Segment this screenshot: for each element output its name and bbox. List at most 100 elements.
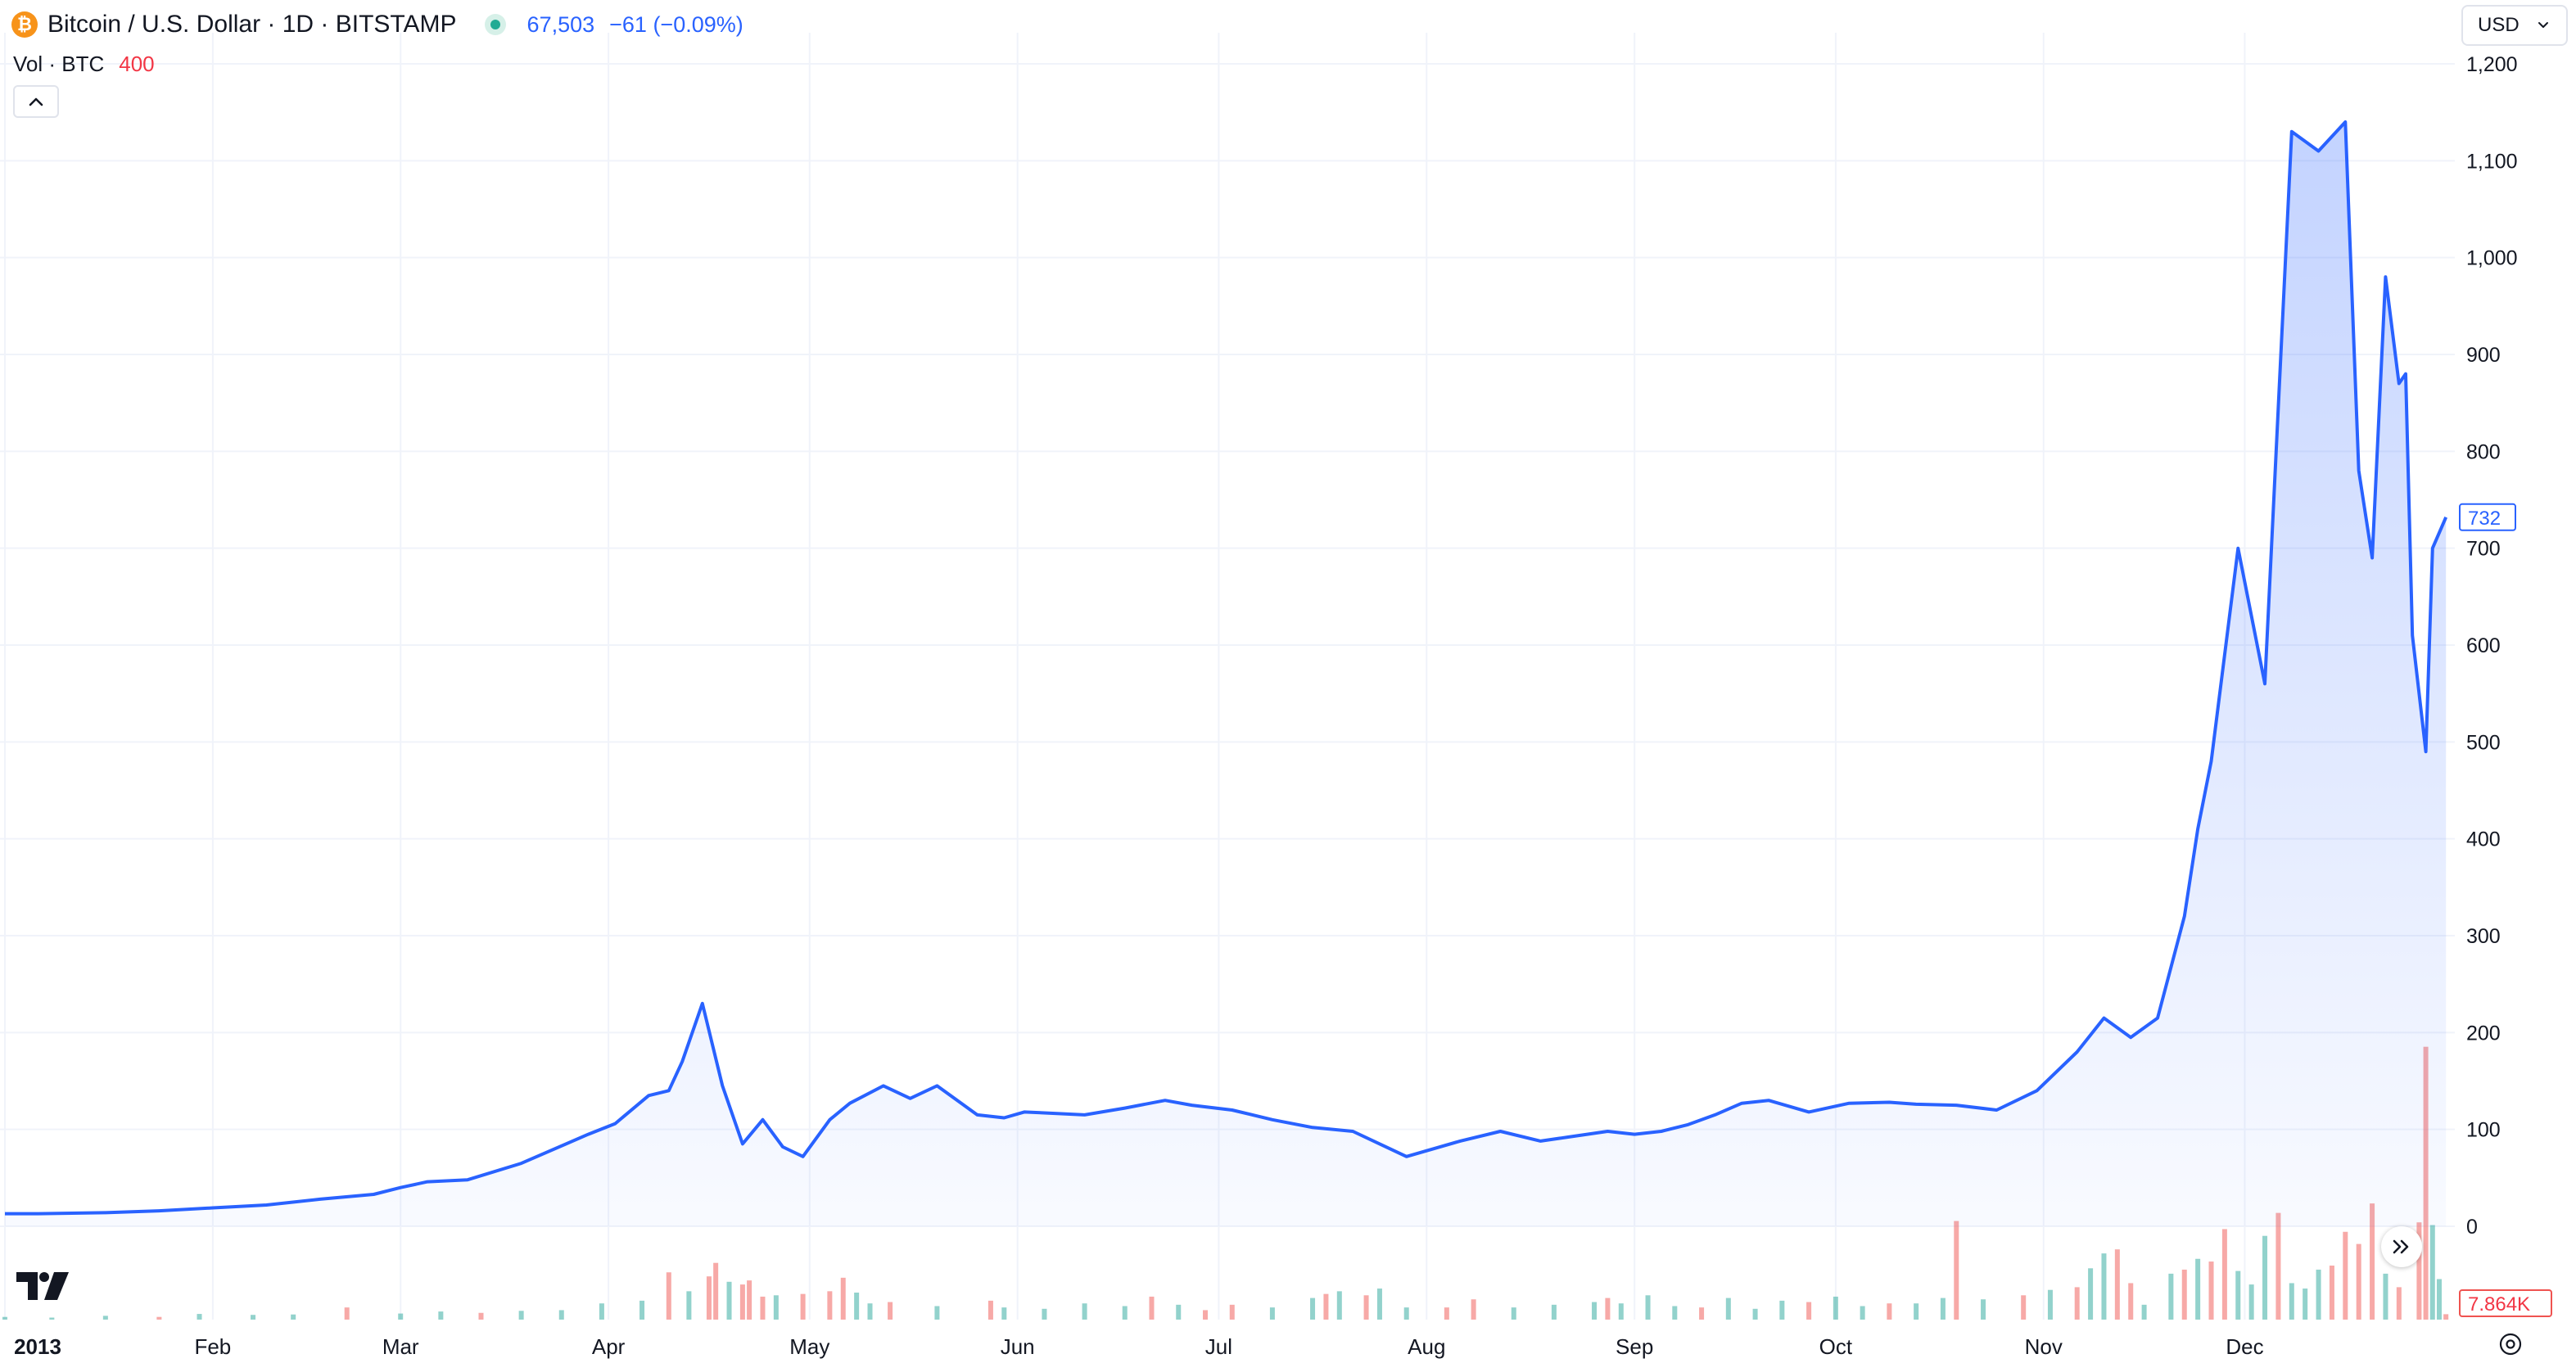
tradingview-logo[interactable]: [16, 1272, 70, 1302]
volume-bar: [713, 1262, 719, 1320]
volume-bar: [867, 1303, 873, 1320]
price-tick-label: 1,200: [2466, 53, 2518, 76]
price-line: [5, 120, 2448, 1216]
volume-bar: [1001, 1307, 1007, 1320]
volume-bar: [1806, 1302, 1812, 1320]
price-axis[interactable]: 1,200 1,100 1,000 900 800 700 600 500 400 300 200 1…: [2466, 53, 2518, 1239]
volume-bar: [2021, 1295, 2027, 1320]
volume-bar: [2248, 1284, 2254, 1320]
time-tick-label: Apr: [592, 1334, 626, 1359]
volume-bar: [1981, 1299, 1986, 1320]
volume-bar: [1645, 1295, 1651, 1320]
volume-bar: [518, 1311, 524, 1320]
volume-bar: [1269, 1307, 1275, 1320]
symbol-legend[interactable]: ₿ Bitcoin / U.S. Dollar · 1D · BITSTAMP …: [11, 8, 743, 41]
volume-bar: [2356, 1243, 2361, 1320]
volume-bar: [2316, 1269, 2321, 1320]
time-tick-label: May: [789, 1334, 829, 1359]
volume-bar: [739, 1284, 745, 1320]
volume-bar: [1860, 1306, 1865, 1320]
volume-bar: [1954, 1221, 1959, 1320]
volume-bar: [800, 1293, 806, 1320]
time-tick-label: Feb: [194, 1334, 231, 1359]
volume-bar: [2443, 1314, 2449, 1320]
time-tick-label: Mar: [382, 1334, 419, 1359]
volume-bar: [2436, 1279, 2442, 1320]
volume-bar: [2088, 1268, 2094, 1320]
volume-bar: [2195, 1258, 2201, 1320]
volume-bar: [1833, 1296, 1838, 1320]
volume-bar: [2303, 1289, 2308, 1320]
volume-bar: [1511, 1307, 1516, 1320]
volume-bar: [840, 1277, 846, 1320]
volume-bar: [1940, 1298, 1946, 1320]
volume-bar: [1042, 1308, 1047, 1320]
volume-bar: [760, 1296, 766, 1320]
price-tick-label: 1,000: [2466, 247, 2518, 270]
market-status-icon[interactable]: [484, 14, 506, 35]
time-tick-label: Dec: [2226, 1334, 2263, 1359]
time-tick-label: Oct: [1819, 1334, 1853, 1359]
volume-bar: [1914, 1303, 1919, 1320]
scroll-to-realtime-button[interactable]: [2381, 1226, 2422, 1267]
volume-value: 7.864K: [2468, 1293, 2530, 1316]
volume-bar: [1672, 1306, 1678, 1320]
volume-bar: [1725, 1298, 1731, 1320]
price-area-fill: [5, 122, 2447, 1226]
volume-bar: [2141, 1304, 2147, 1320]
volume-bar: [1336, 1291, 1342, 1320]
currency-label: USD: [2478, 14, 2520, 36]
volume-bar: [478, 1312, 484, 1320]
volume-bar: [49, 1317, 55, 1320]
volume-legend[interactable]: Vol · BTC 400: [13, 49, 155, 79]
volume-bar: [747, 1280, 752, 1320]
double-chevron-right-icon: [2393, 1239, 2409, 1254]
collapse-legend-button[interactable]: [13, 85, 59, 118]
volume-bar: [773, 1295, 779, 1320]
volume-bar: [2275, 1212, 2281, 1320]
volume-bar: [686, 1291, 692, 1320]
last-price-label: 732: [2459, 503, 2516, 531]
price-tick-label: 100: [2466, 1119, 2501, 1142]
price-tick-label: 400: [2466, 828, 2501, 851]
volume-bar: [1699, 1307, 1705, 1320]
volume-bar: [639, 1300, 645, 1320]
volume-bar: [1403, 1307, 1409, 1320]
volume-bar: [558, 1310, 564, 1320]
volume-bar: [197, 1314, 202, 1320]
currency-select[interactable]: USD: [2461, 5, 2568, 46]
time-tick-label: 2013: [14, 1334, 61, 1359]
volume-bar: [344, 1307, 350, 1320]
volume-bar: [2383, 1273, 2388, 1320]
last-price: 67,503: [526, 11, 595, 37]
chevron-down-icon: [2538, 22, 2548, 28]
bitcoin-icon: ₿: [11, 11, 38, 38]
time-tick-label: Nov: [2025, 1334, 2063, 1359]
volume-value-label: 7.864K: [2459, 1289, 2552, 1317]
volume-bar: [1310, 1298, 1316, 1320]
volume-bar: [854, 1293, 860, 1320]
price-tick-label: 900: [2466, 344, 2501, 367]
volume-bar: [1176, 1304, 1182, 1320]
price-tick-label: 300: [2466, 925, 2501, 948]
chevron-up-icon: [29, 97, 43, 106]
settings-icon[interactable]: [2497, 1331, 2524, 1357]
volume-bar: [2168, 1273, 2174, 1320]
volume-bar: [726, 1281, 732, 1320]
volume-bar: [2289, 1283, 2294, 1320]
volume-bar: [1618, 1303, 1624, 1320]
price-tick-label: 0: [2466, 1216, 2478, 1239]
volume-bar: [2235, 1270, 2241, 1320]
volume-bar: [934, 1306, 940, 1320]
volume-bar: [2047, 1289, 2053, 1320]
price-tick-label: 600: [2466, 634, 2501, 657]
time-axis[interactable]: 2013 Feb Mar Apr May Jun Jul Aug Sep Oct Nov Dec: [14, 1334, 2264, 1359]
volume-legend-label: Vol · BTC: [13, 51, 105, 76]
volume-bar: [2074, 1287, 2080, 1320]
volume-bar: [1122, 1306, 1128, 1320]
symbol-title: Bitcoin / U.S. Dollar · 1D · BITSTAMP: [47, 11, 457, 38]
volume-bar: [1229, 1304, 1235, 1320]
volume-bar: [599, 1303, 604, 1320]
volume-bar: [2429, 1225, 2435, 1320]
